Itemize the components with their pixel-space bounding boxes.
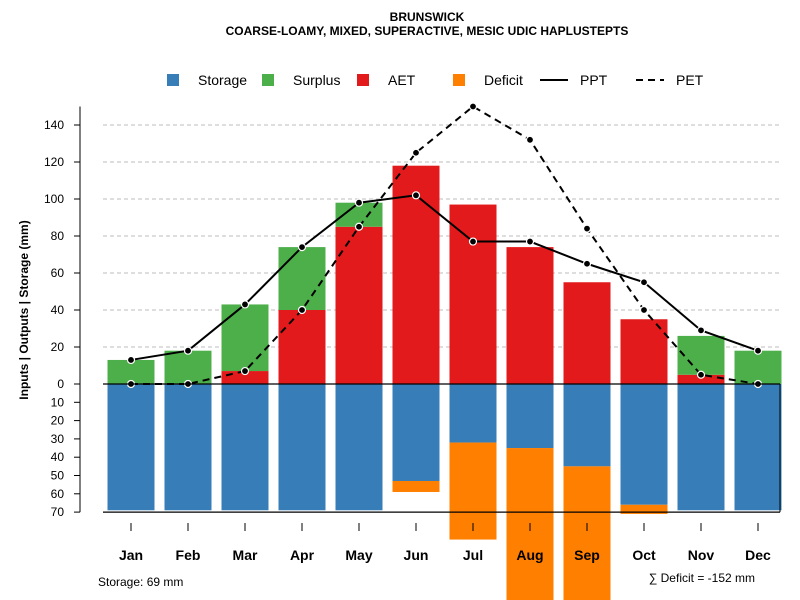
storage-bar — [335, 384, 383, 511]
x-tick-label: Sep — [574, 547, 600, 563]
surplus-bar — [734, 350, 782, 384]
y-tick-label: 120 — [44, 155, 64, 169]
aet-bar — [677, 374, 725, 384]
surplus-bar — [221, 304, 269, 372]
aet-bar — [392, 165, 440, 384]
pet-point — [297, 305, 307, 315]
surplus-bar — [164, 350, 212, 384]
ppt-line — [130, 194, 759, 361]
storage-bar — [221, 384, 269, 511]
storage-bar — [563, 384, 611, 467]
pet-point — [582, 224, 592, 233]
ppt-point — [525, 237, 535, 246]
x-tick-label: Nov — [688, 547, 715, 563]
aet-bar — [620, 319, 668, 384]
y-tick-label: 60 — [51, 266, 65, 280]
y-tick-label: 20 — [51, 414, 65, 428]
aet-bar — [449, 204, 497, 384]
y-tick-label: 60 — [51, 487, 65, 501]
storage-bar — [620, 384, 668, 505]
aet-bar — [563, 282, 611, 384]
y-tick-label: 20 — [51, 340, 65, 354]
surplus-bar — [278, 247, 326, 310]
pet-point — [696, 370, 706, 379]
y-tick-label: 10 — [51, 395, 65, 409]
ppt-point — [753, 346, 763, 355]
storage-bar — [734, 384, 782, 511]
legend-label-ppt: PPT — [580, 72, 608, 88]
x-tick-label: Feb — [176, 547, 201, 563]
x-tick-label: Mar — [233, 547, 258, 563]
aet-bar — [506, 247, 554, 384]
deficit-bar — [392, 480, 440, 492]
deficit-bar — [620, 504, 668, 514]
gridlines — [103, 124, 780, 348]
x-tick-label: Jun — [404, 547, 429, 563]
y-tick-label: 100 — [44, 192, 64, 206]
y-tick-label: 0 — [57, 377, 64, 391]
legend-swatch-aet — [357, 74, 369, 86]
ppt-point — [354, 198, 364, 207]
aet-bar — [221, 371, 269, 384]
ppt-point — [468, 237, 478, 246]
storage-bar — [449, 384, 497, 443]
legend-label-aet: AET — [388, 72, 416, 88]
legend-label-pet: PET — [676, 72, 704, 88]
chart-subtitle: COARSE-LOAMY, MIXED, SUPERACTIVE, MESIC … — [226, 24, 629, 38]
pet-point — [354, 222, 364, 231]
y-tick-label: 70 — [51, 505, 65, 519]
ppt-point — [297, 243, 307, 252]
legend-label-surplus: Surplus — [293, 72, 340, 88]
y-axis-label: Inputs | Outputs | Storage (mm) — [17, 220, 31, 399]
legend-swatch-deficit — [453, 74, 465, 86]
storage-bar — [506, 384, 554, 449]
aet-bar — [335, 226, 383, 384]
x-tick-label: Oct — [632, 547, 656, 563]
y-tick-label: 30 — [51, 432, 65, 446]
x-tick-label: Jul — [463, 547, 483, 563]
y-tick-label: 40 — [51, 450, 65, 464]
x-tick-label: May — [345, 547, 372, 563]
storage-bar — [278, 384, 326, 511]
storage-bar — [164, 384, 212, 511]
axes: 0 20 40 60 80 100 120 140 10 20 30 40 50 60 70 Jan Feb Ma… — [44, 106, 781, 563]
y-tick-label: 140 — [44, 118, 64, 132]
storage-bar — [392, 384, 440, 481]
ppt-point — [696, 326, 706, 335]
legend-label-storage: Storage — [198, 72, 247, 88]
legend-swatch-storage — [167, 74, 179, 86]
y-tick-label: 50 — [51, 469, 65, 483]
x-tick-label: Aug — [516, 547, 543, 563]
ppt-point — [126, 355, 136, 365]
pet-point — [411, 148, 421, 157]
pet-point — [525, 135, 535, 144]
ppt-point — [411, 191, 421, 200]
pet-point — [639, 305, 649, 315]
aet-bar — [278, 310, 326, 384]
ppt-point — [240, 300, 250, 309]
ppt-point — [639, 278, 649, 287]
x-tick-label: Apr — [290, 547, 315, 563]
legend-label-deficit: Deficit — [484, 72, 523, 88]
deficit-footer: ∑ Deficit = -152 mm — [649, 571, 755, 585]
chart-title: BRUNSWICK — [390, 10, 465, 24]
bars — [107, 165, 782, 600]
y-tick-label: 80 — [51, 229, 65, 243]
pet-point — [468, 102, 478, 111]
ppt-point — [582, 259, 592, 268]
legend-swatch-surplus — [262, 74, 274, 86]
x-tick-label: Dec — [745, 547, 771, 563]
pet-point — [240, 366, 250, 376]
deficit-bar — [563, 466, 611, 600]
storage-bar — [677, 384, 725, 511]
storage-footer: Storage: 69 mm — [98, 575, 183, 589]
ppt-point — [183, 346, 193, 355]
x-tick-label: Jan — [119, 547, 143, 563]
storage-bar — [107, 384, 155, 511]
legend: Storage Surplus AET Deficit PPT PET — [167, 72, 704, 88]
surplus-bar — [677, 335, 725, 375]
y-tick-label: 40 — [51, 303, 65, 317]
lines — [126, 102, 763, 389]
